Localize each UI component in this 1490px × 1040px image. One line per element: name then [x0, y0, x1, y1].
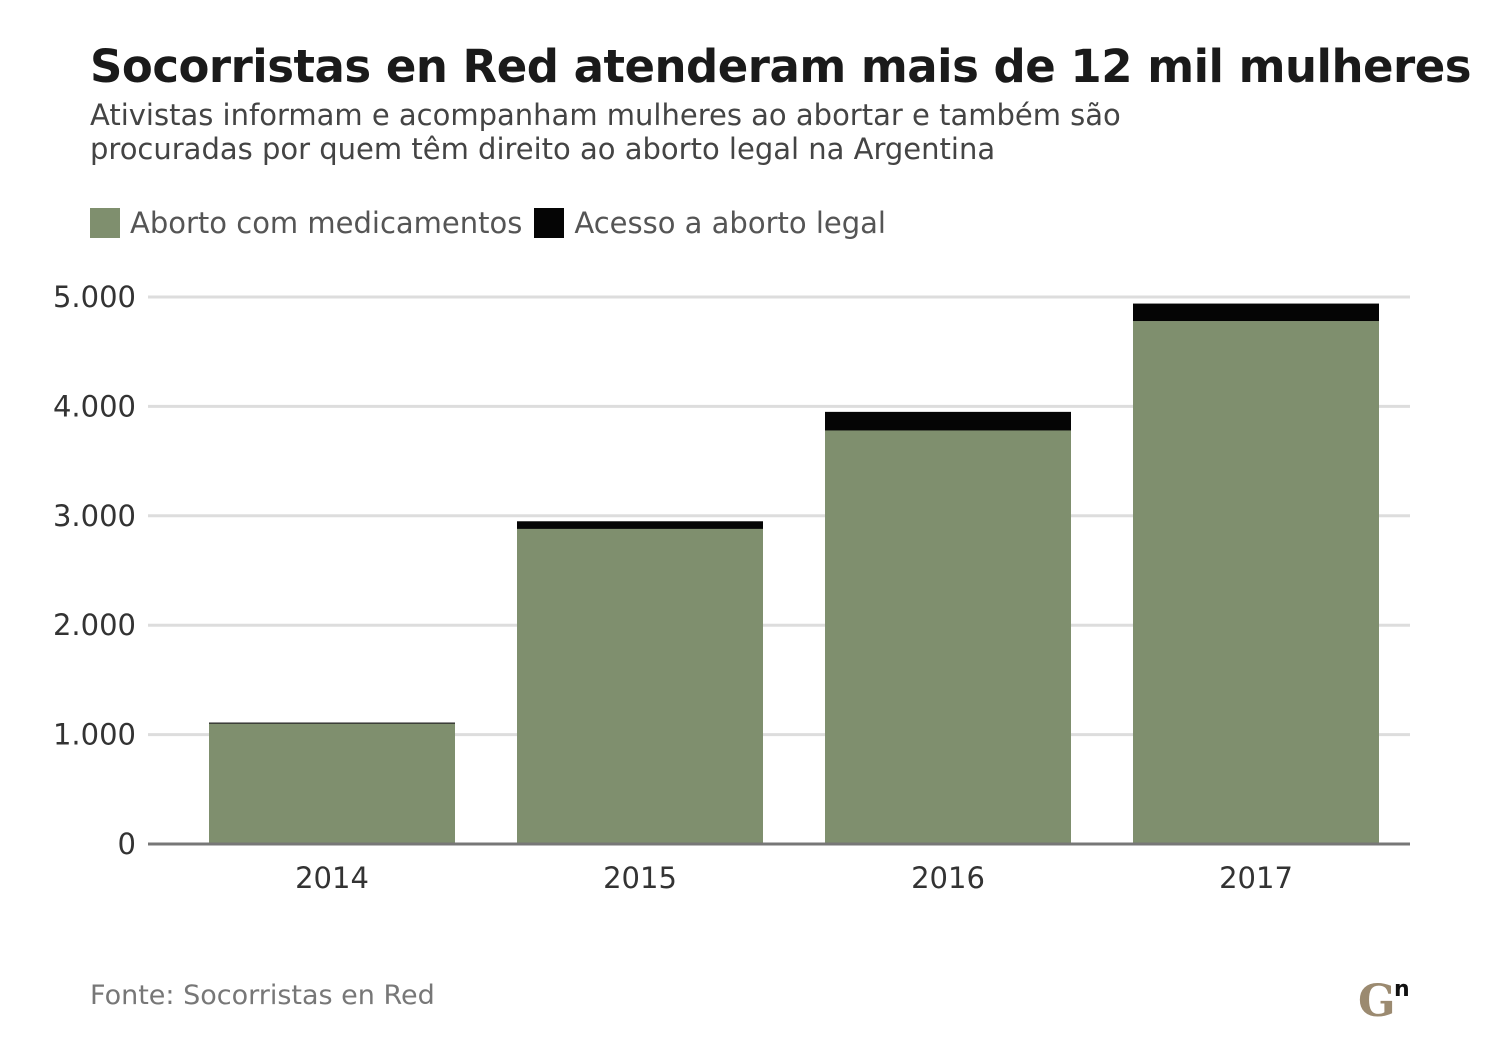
bar-2016-series-0: [825, 430, 1071, 844]
bar-2017-series-1: [1133, 303, 1379, 322]
logo-letter: G: [1358, 976, 1396, 1024]
bar-2015-series-0: [517, 528, 763, 844]
bar-2014-series-1: [209, 722, 455, 724]
legend-label-aborto-legal: Acesso a aborto legal: [574, 206, 886, 240]
x-tick-label-2016: 2016: [911, 861, 985, 895]
legend: Aborto com medicamentos Acesso a aborto …: [90, 206, 898, 240]
y-tick-label-5: 5.000: [53, 280, 136, 314]
legend-swatch-medicamentos: [90, 208, 120, 238]
legend-item-medicamentos: Aborto com medicamentos: [90, 206, 522, 240]
y-tick-label-3: 3.000: [53, 499, 136, 533]
y-tick-label-2: 2.000: [53, 608, 136, 642]
bar-2016-series-1: [825, 411, 1071, 431]
legend-label-medicamentos: Aborto com medicamentos: [130, 206, 523, 240]
y-tick-label-0: 0: [118, 827, 136, 861]
legend-item-aborto-legal: Acesso a aborto legal: [534, 206, 886, 240]
bar-2014-series-0: [209, 723, 455, 844]
y-tick-label-4: 4.000: [53, 389, 136, 423]
source-note: Fonte: Socorristas en Red: [90, 980, 435, 1011]
x-tick-label-2015: 2015: [603, 861, 677, 895]
gn-logo-icon: G n: [1358, 976, 1410, 1024]
x-tick-label-2014: 2014: [295, 861, 369, 895]
logo-sup: n: [1394, 977, 1410, 1002]
legend-swatch-aborto-legal: [534, 208, 565, 238]
bar-2015-series-1: [517, 521, 763, 529]
y-tick-label-1: 1.000: [53, 718, 136, 752]
bar-2017-series-0: [1133, 321, 1379, 844]
chart-title: Socorristas en Red atenderam mais de 12 …: [90, 40, 1472, 93]
x-tick-label-2017: 2017: [1219, 861, 1293, 895]
chart-subtitle: Ativistas informam e acompanham mulheres…: [90, 98, 1121, 166]
